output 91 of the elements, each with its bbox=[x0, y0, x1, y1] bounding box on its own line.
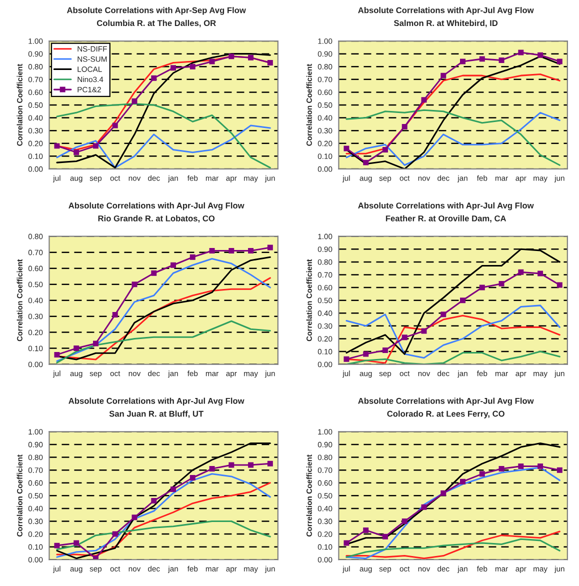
chart-subtitle: Rio Grande R. at Lobatos, CO bbox=[98, 215, 215, 223]
point bbox=[479, 471, 485, 477]
chart-subtitle: Feather R. at Oroville Dam, CA bbox=[386, 215, 506, 223]
point bbox=[170, 65, 176, 71]
point bbox=[248, 54, 254, 60]
point bbox=[132, 282, 138, 288]
point bbox=[421, 97, 427, 103]
point bbox=[460, 298, 466, 304]
point bbox=[228, 248, 234, 254]
point bbox=[440, 72, 446, 78]
chart-subtitle: San Juan R. at Bluff, UT bbox=[109, 410, 204, 418]
point bbox=[74, 150, 80, 156]
point bbox=[363, 527, 369, 533]
point bbox=[479, 284, 485, 290]
point bbox=[92, 340, 98, 346]
point bbox=[440, 312, 446, 318]
point bbox=[151, 498, 157, 504]
point bbox=[112, 312, 118, 318]
point bbox=[170, 262, 176, 268]
point bbox=[518, 463, 524, 469]
point bbox=[363, 160, 369, 166]
point bbox=[54, 352, 60, 358]
point bbox=[190, 254, 196, 260]
line-series bbox=[56, 124, 271, 168]
point bbox=[74, 540, 80, 546]
point bbox=[248, 462, 254, 468]
point bbox=[538, 52, 544, 58]
point bbox=[382, 147, 388, 153]
point bbox=[170, 486, 176, 492]
point bbox=[54, 143, 60, 149]
chart-title: Absolute Correlations with Apr-Jul Avg Flow bbox=[358, 7, 534, 15]
line-series bbox=[346, 530, 560, 560]
point bbox=[498, 57, 504, 63]
point bbox=[248, 248, 254, 254]
point bbox=[132, 514, 138, 520]
chart-subtitle: Salmon R. at Whitebird, ID bbox=[394, 20, 498, 28]
point bbox=[498, 280, 504, 286]
line-series bbox=[56, 320, 271, 364]
line-series bbox=[346, 74, 560, 154]
chart-title: Absolute Correlations with Apr-Jul Avg Flow bbox=[68, 202, 244, 210]
point bbox=[402, 124, 408, 130]
point bbox=[518, 50, 524, 56]
chart-subtitle: Columbia R. at The Dalles, OR bbox=[96, 20, 216, 28]
point bbox=[421, 504, 427, 510]
point bbox=[518, 269, 524, 275]
point bbox=[498, 466, 504, 472]
chart-title: Absolute Correlations with Apr-Sep Avg Flow bbox=[66, 7, 246, 15]
point bbox=[267, 60, 273, 66]
point bbox=[479, 56, 485, 62]
point bbox=[402, 518, 408, 524]
point bbox=[460, 58, 466, 64]
point bbox=[363, 351, 369, 357]
point bbox=[440, 490, 446, 496]
point bbox=[112, 531, 118, 537]
point bbox=[538, 270, 544, 276]
point bbox=[151, 75, 157, 81]
point bbox=[344, 146, 350, 152]
point bbox=[344, 356, 350, 362]
point bbox=[151, 270, 157, 276]
point bbox=[92, 143, 98, 149]
point bbox=[460, 478, 466, 484]
point bbox=[92, 556, 98, 560]
point bbox=[421, 328, 427, 334]
point bbox=[538, 463, 544, 469]
chart-subtitle: Colorado R. at Lees Ferry, CO bbox=[387, 410, 504, 418]
point bbox=[132, 98, 138, 104]
point bbox=[556, 58, 562, 64]
chart-title: Absolute Correlations with Apr-Jul Avg Flow bbox=[358, 398, 534, 406]
point bbox=[209, 248, 215, 254]
point bbox=[209, 466, 215, 472]
point bbox=[267, 460, 273, 466]
chart-title: Absolute Correlations with Apr-Jul Avg Flow bbox=[358, 202, 534, 210]
point bbox=[190, 475, 196, 480]
point bbox=[267, 244, 273, 250]
point bbox=[556, 467, 562, 473]
line-series bbox=[346, 538, 560, 558]
point bbox=[382, 534, 388, 540]
point bbox=[556, 282, 562, 288]
point bbox=[228, 462, 234, 468]
point bbox=[344, 540, 350, 546]
point bbox=[74, 346, 80, 352]
point bbox=[54, 542, 60, 548]
line-series bbox=[346, 350, 560, 364]
point bbox=[209, 58, 215, 64]
point bbox=[402, 334, 408, 340]
chart-title: Absolute Correlations with Apr-Jul Avg Flow bbox=[68, 398, 244, 406]
point bbox=[112, 122, 118, 128]
point bbox=[382, 347, 388, 353]
point bbox=[190, 64, 196, 70]
line-series bbox=[346, 304, 560, 359]
point bbox=[228, 54, 234, 60]
